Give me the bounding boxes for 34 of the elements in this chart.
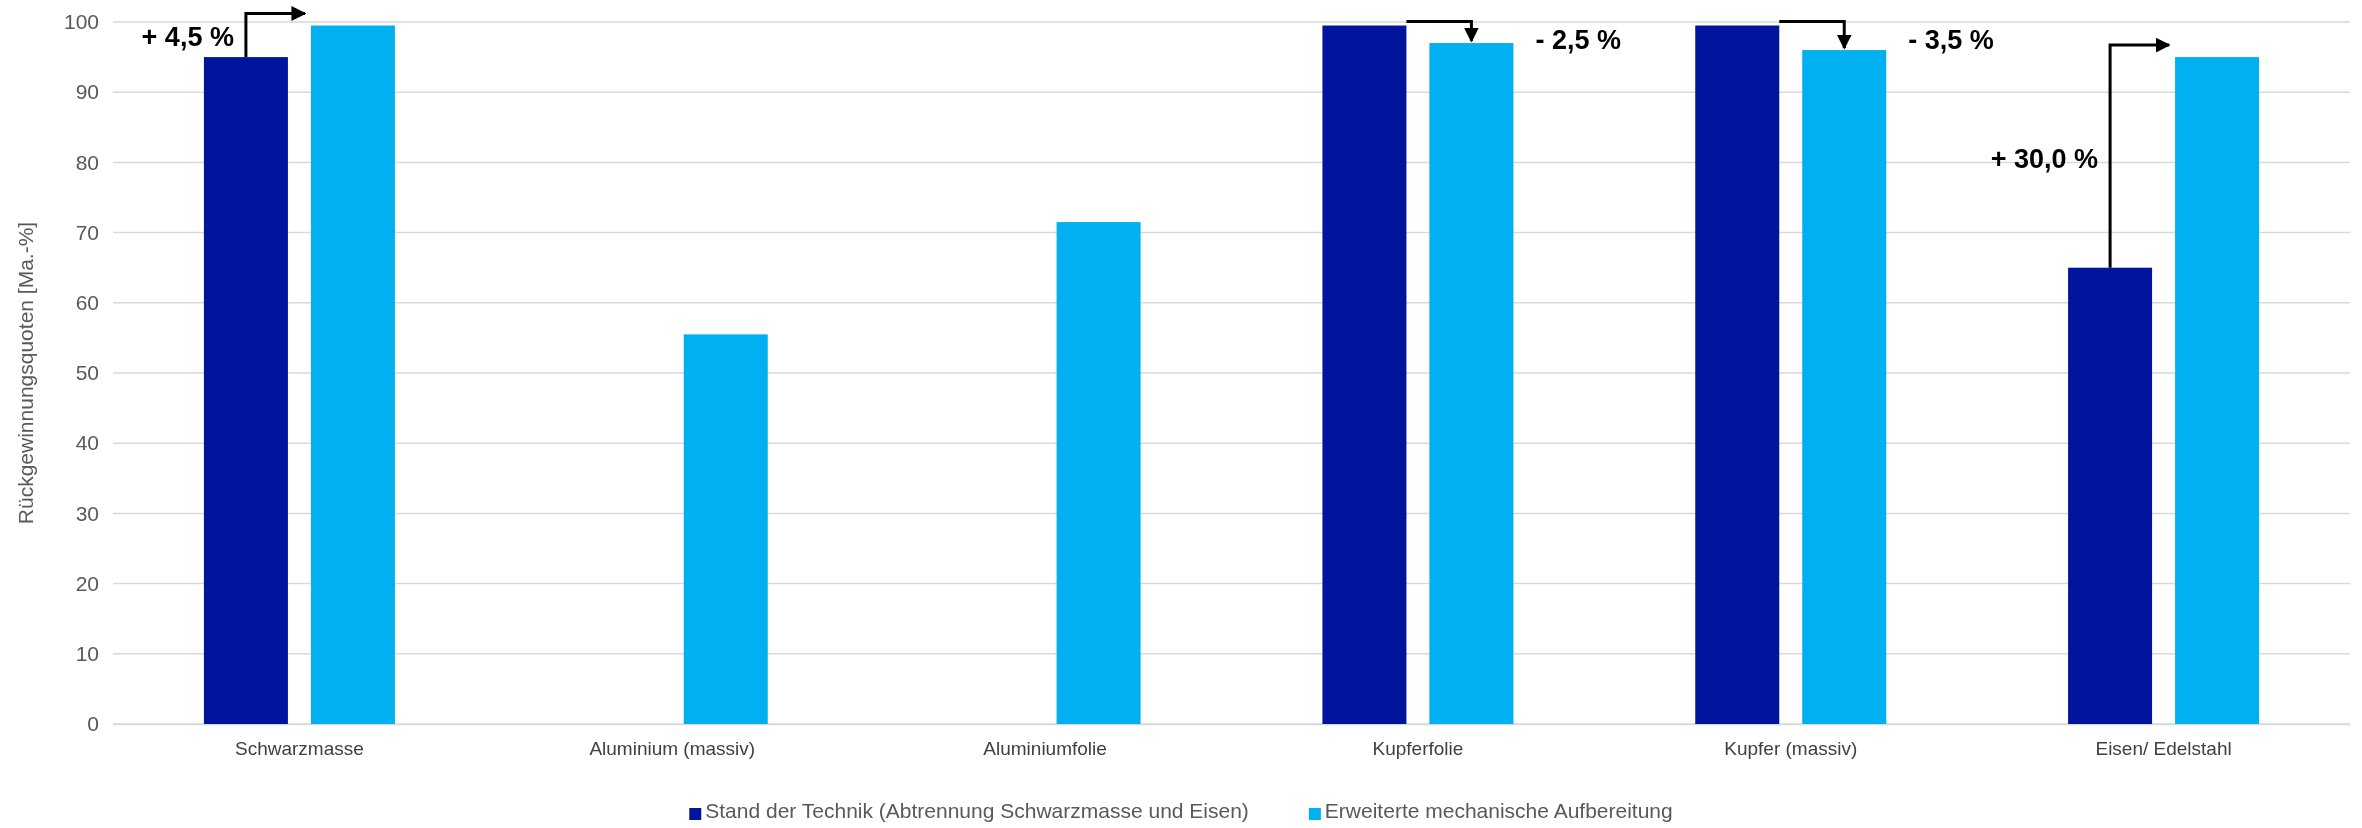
y-axis-title: Rückgewinnungsquoten [Ma.-%]	[14, 221, 37, 525]
legend-label: Erweiterte mechanische Aufbereitung	[1324, 799, 1673, 822]
y-tick-label: 0	[87, 712, 99, 736]
bar	[2068, 267, 2153, 724]
annotation: + 4,5 %	[141, 22, 234, 53]
x-tick-label: Kupfer (massiv)	[1724, 738, 1858, 760]
y-tick-label: 60	[75, 291, 99, 315]
bar	[1322, 25, 1407, 724]
y-tick-label: 40	[75, 431, 99, 455]
y-tick-label: 20	[75, 571, 99, 595]
bar	[1056, 222, 1141, 724]
y-tick-label: 10	[75, 642, 99, 666]
bar	[1802, 50, 1887, 724]
bar	[1429, 43, 1514, 724]
bar	[310, 25, 395, 724]
bar	[2175, 57, 2260, 724]
x-tick-label: Kupferfolie	[1372, 738, 1464, 760]
bar	[683, 334, 768, 724]
x-tick-label: Aluminium (massiv)	[589, 738, 756, 760]
annotation: - 2,5 %	[1535, 24, 1621, 55]
bar	[1695, 25, 1780, 724]
x-tick-label: Eisen/ Edelstahl	[2095, 738, 2232, 760]
bar	[203, 57, 288, 724]
y-tick-label: 90	[75, 80, 99, 104]
y-tick-label: 100	[63, 10, 99, 34]
annotation: - 3,5 %	[1908, 24, 1994, 55]
legend-label: Stand der Technik (Abtrennung Schwarzmasse und Eisen)	[705, 799, 1249, 822]
y-tick-label: 30	[75, 501, 99, 525]
x-tick-label: Aluminiumfolie	[983, 738, 1107, 760]
y-tick-label: 70	[75, 220, 99, 244]
y-tick-label: 50	[75, 361, 99, 385]
x-tick-label: Schwarzmasse	[235, 738, 364, 760]
annotation: + 30,0 %	[1990, 143, 2099, 174]
y-tick-label: 80	[75, 150, 99, 174]
